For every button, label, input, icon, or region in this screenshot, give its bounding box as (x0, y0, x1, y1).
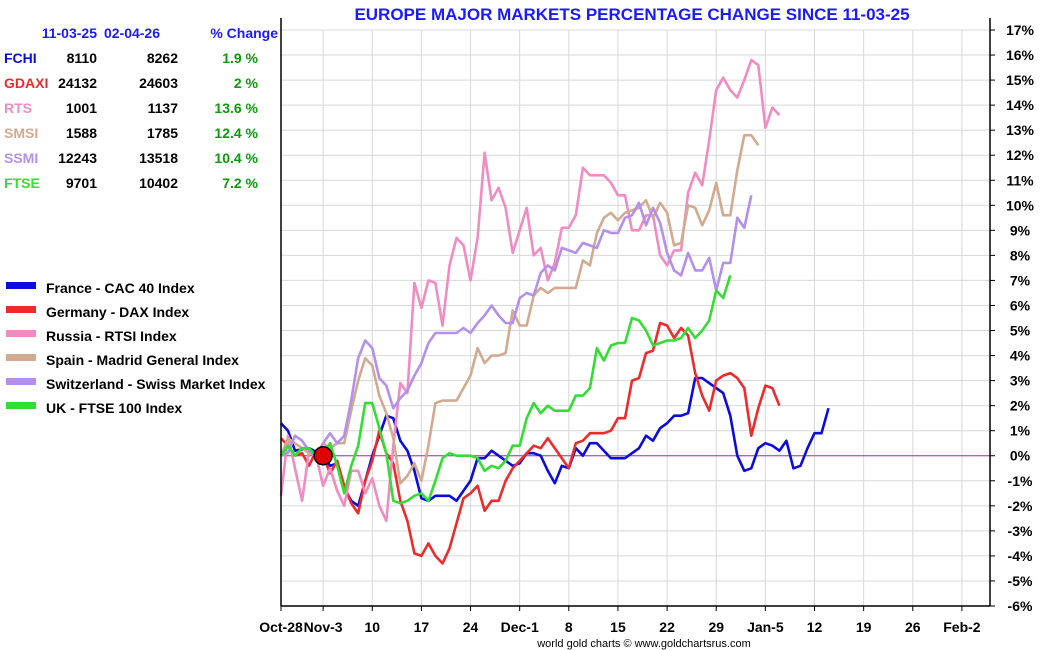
table-end-value: 8262 (147, 50, 178, 66)
y-tick-label: 15% (1006, 72, 1035, 88)
table-change: 13.6 % (214, 100, 258, 116)
legend-label-germany: Germany - DAX Index (46, 304, 189, 320)
x-tick-label: Oct-28 (259, 619, 303, 635)
y-tick-label: -1% (1008, 473, 1033, 489)
x-tick-label: Dec-1 (501, 619, 539, 635)
y-tick-label: 13% (1006, 122, 1035, 138)
y-tick-label: 6% (1010, 297, 1031, 313)
y-tick-label: 16% (1006, 47, 1035, 63)
y-tick-label: 8% (1010, 247, 1031, 263)
legend-swatch-germany (6, 306, 36, 313)
y-tick-label: 0% (1010, 448, 1031, 464)
y-tick-label: 1% (1010, 423, 1031, 439)
x-tick-label: Feb-2 (943, 619, 981, 635)
table-end-value: 10402 (139, 175, 178, 191)
axes (280, 18, 991, 607)
x-tick-label: 17 (414, 619, 430, 635)
table-start-value: 1588 (66, 125, 97, 141)
table-change: 10.4 % (214, 150, 258, 166)
legend: France - CAC 40 Index Germany - DAX Index… (6, 280, 266, 416)
x-tick-label: 26 (905, 619, 921, 635)
series-line-uk (279, 275, 732, 505)
y-tick-label: -4% (1008, 548, 1033, 564)
start-marker (313, 445, 333, 466)
x-tick-label: Jan-5 (747, 619, 784, 635)
y-tick-label: -2% (1008, 498, 1033, 514)
x-tick-label: 8 (565, 619, 573, 635)
legend-swatch-spain (6, 354, 36, 361)
table-end-value: 13518 (139, 150, 178, 166)
y-tick-label: -5% (1008, 573, 1033, 589)
legend-swatch-france (6, 282, 36, 289)
y-tick-label: 2% (1010, 398, 1031, 414)
y-axis-ticks: 17% 16% 15% 14% 13% 12% 11% 10% 9% 8% 7% 6% 5% 4% 3% 2%… (990, 22, 1035, 614)
table-start-value: 1001 (66, 100, 97, 116)
y-tick-label: 4% (1010, 348, 1031, 364)
table-symbol: SMSI (4, 125, 38, 141)
x-tick-label: 19 (856, 619, 872, 635)
legend-swatch-switzerland (6, 378, 36, 385)
series-lines (279, 58, 830, 565)
y-tick-label: 7% (1010, 272, 1031, 288)
table-start-value: 8110 (67, 50, 98, 66)
summary-table: 11-03-25 02-04-26 % Change FCHI 8110 8262 1.9 … (4, 25, 278, 191)
table-end-value: 24603 (139, 75, 178, 91)
legend-label-uk: UK - FTSE 100 Index (46, 400, 182, 416)
series-line-spain (279, 133, 760, 485)
table-header: 02-04-26 (104, 25, 160, 41)
x-tick-label: Nov-3 (304, 619, 343, 635)
series-line-switzerland (280, 195, 753, 457)
chart-title: EUROPE MAJOR MARKETS PERCENTAGE CHANGE S… (354, 5, 909, 24)
legend-swatch-uk (6, 402, 36, 409)
x-tick-label: 24 (463, 619, 479, 635)
y-tick-label: 10% (1006, 197, 1035, 213)
table-change: 1.9 % (222, 50, 258, 66)
legend-label-france: France - CAC 40 Index (46, 280, 195, 296)
table-change: 2 % (234, 75, 259, 91)
y-tick-label: 9% (1010, 222, 1031, 238)
y-tick-label: -6% (1008, 598, 1033, 614)
y-tick-label: -3% (1008, 523, 1033, 539)
zero-marker (313, 445, 333, 466)
y-tick-label: 11% (1006, 172, 1034, 188)
table-header: % Change (210, 25, 278, 41)
x-tick-label: 29 (708, 619, 724, 635)
legend-swatch-russia (6, 330, 36, 337)
y-tick-label: 5% (1010, 323, 1031, 339)
series-line-russia (279, 58, 781, 523)
table-end-value: 1785 (147, 125, 178, 141)
table-symbol: GDAXI (4, 75, 48, 91)
legend-label-spain: Spain - Madrid General Index (46, 352, 239, 368)
y-tick-label: 17% (1006, 22, 1035, 38)
table-end-value: 1137 (148, 100, 179, 116)
table-start-value: 12243 (58, 150, 97, 166)
table-start-value: 24132 (58, 75, 97, 91)
series-line-germany (280, 321, 781, 565)
table-symbol: FCHI (4, 50, 37, 66)
table-change: 7.2 % (222, 175, 258, 191)
x-tick-label: 10 (364, 619, 380, 635)
y-tick-label: 3% (1010, 373, 1031, 389)
table-change: 12.4 % (214, 125, 258, 141)
table-symbol: SSMI (4, 150, 38, 166)
table-symbol: RTS (4, 100, 32, 116)
legend-label-switzerland: Switzerland - Swiss Market Index (46, 376, 266, 392)
table-header: 11-03-25 (42, 25, 97, 41)
credit-text: world gold charts © www.goldchartsrus.co… (536, 638, 751, 650)
legend-label-russia: Russia - RTSI Index (46, 328, 177, 344)
x-tick-label: 22 (659, 619, 675, 635)
x-tick-label: 15 (610, 619, 626, 635)
table-start-value: 9701 (66, 175, 97, 191)
y-tick-label: 14% (1006, 97, 1035, 113)
table-symbol: FTSE (4, 175, 40, 191)
y-tick-label: 12% (1006, 147, 1035, 163)
x-axis-ticks: Oct-28 Nov-3 10 17 24 Dec-1 8 15 22 29 Jan-5 12 19 26… (259, 606, 981, 635)
x-tick-label: 12 (807, 619, 823, 635)
